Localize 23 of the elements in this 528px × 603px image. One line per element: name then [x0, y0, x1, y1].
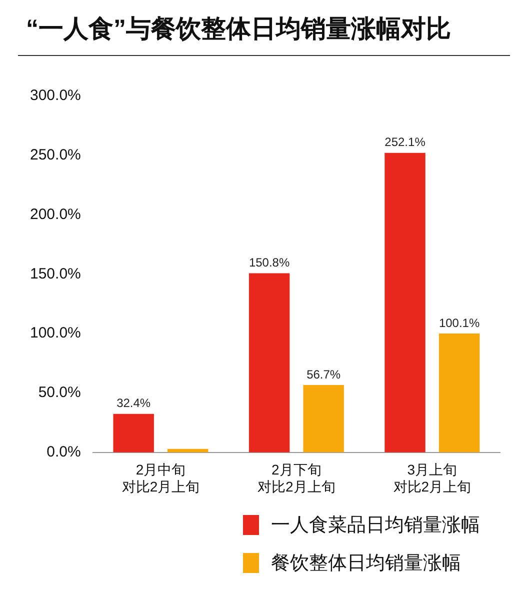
bar: [438, 333, 480, 452]
x-tick-label: 2月中旬对比2月上旬: [122, 462, 200, 494]
y-tick-label: 100.0%: [30, 324, 81, 342]
x-tick-label: 2月下旬对比2月上旬: [258, 462, 336, 494]
legend-label: 一人食菜品日均销量涨幅: [271, 514, 480, 538]
y-tick-label: 150.0%: [30, 265, 81, 282]
bar: [384, 152, 426, 452]
data-label: 56.7%: [306, 367, 341, 382]
legend-label: 餐饮整体日均销量涨幅: [271, 552, 461, 576]
y-tick-label: 50.0%: [38, 384, 81, 402]
y-tick-label: 0.0%: [46, 444, 81, 461]
bar: [248, 273, 290, 452]
y-tick-label: 300.0%: [30, 87, 81, 104]
bar: [113, 414, 154, 452]
y-tick-label: 250.0%: [30, 146, 81, 164]
y-tick-label: 200.0%: [30, 206, 81, 223]
data-label: 252.1%: [384, 135, 426, 150]
data-label: 150.8%: [248, 256, 290, 270]
data-label: 100.1%: [438, 316, 480, 330]
bar: [303, 385, 344, 452]
chart-title: “一人食”与餐饮整体日均销量涨幅对比: [18, 8, 510, 56]
data-label: 32.4%: [116, 396, 151, 410]
x-tick-label: 3月上旬对比2月上旬: [393, 462, 472, 494]
